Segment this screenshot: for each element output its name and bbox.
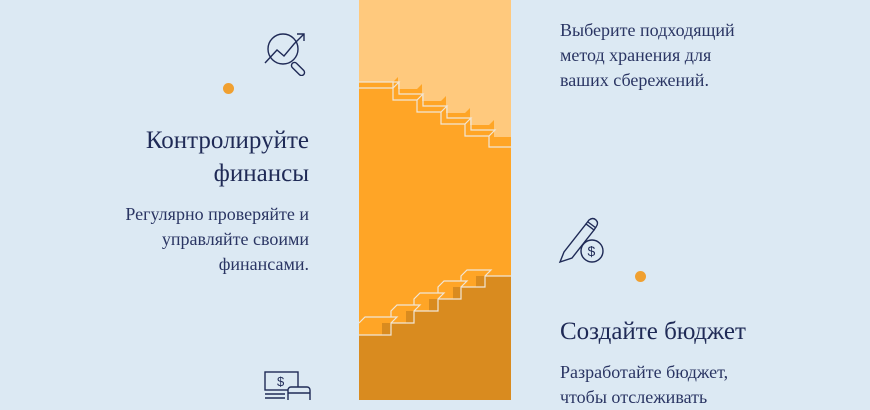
orange-dot — [635, 271, 646, 282]
stairs-outline — [358, 81, 511, 336]
right-top-desc-line: метод хранения для — [560, 45, 712, 65]
right-title: Создайте бюджет — [560, 318, 746, 345]
left-title: Контролируйте финансы — [146, 124, 309, 190]
right-desc-line: чтобы отслеживать — [560, 387, 708, 407]
right-desc-line: Разработайте бюджет, — [560, 362, 729, 382]
orange-dot — [223, 83, 234, 94]
right-top-desc-line: Выберите подходящий — [560, 20, 735, 40]
left-desc-line: управляйте своими — [161, 229, 309, 249]
left-description: Регулярно проверяйте и управляйте своими… — [125, 202, 309, 277]
banknote-card-icon: $ — [264, 371, 311, 400]
right-top-desc-line: ваших сбережений. — [560, 70, 709, 90]
svg-text:$: $ — [277, 374, 285, 389]
left-title-line: Контролируйте — [145, 127, 309, 154]
left-title-line: финансы — [213, 160, 309, 187]
stairs-bottom-area — [359, 276, 511, 400]
pencil-coin-icon: $ — [558, 217, 604, 264]
stairs-illustration — [358, 0, 511, 400]
chart-magnifier-icon — [264, 33, 306, 76]
svg-text:$: $ — [588, 243, 596, 259]
right-description: Разработайте бюджет, чтобы отслеживать — [560, 360, 728, 410]
right-top-description: Выберите подходящий метод хранения для в… — [560, 18, 735, 93]
left-desc-line: финансами. — [218, 254, 309, 274]
left-desc-line: Регулярно проверяйте и — [125, 204, 309, 224]
